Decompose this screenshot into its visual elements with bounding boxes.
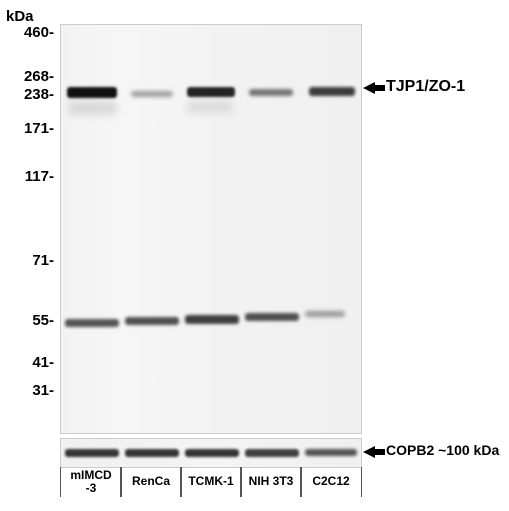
mw-label: 171- bbox=[10, 120, 54, 137]
band bbox=[65, 449, 119, 457]
lane-label: NIH 3T3 bbox=[240, 467, 302, 497]
band bbox=[245, 313, 299, 321]
kda-header: kDa bbox=[6, 8, 34, 25]
label-tjp1: TJP1/ZO-1 bbox=[386, 78, 465, 96]
arrow-tjp1 bbox=[363, 80, 385, 96]
band bbox=[305, 449, 357, 456]
band bbox=[69, 101, 117, 115]
lane-label: RenCa bbox=[120, 467, 182, 497]
arrow-copb2 bbox=[363, 444, 385, 460]
mw-label: 55- bbox=[10, 312, 54, 329]
band bbox=[185, 449, 239, 457]
main-blot bbox=[60, 24, 362, 434]
band bbox=[185, 315, 239, 324]
loading-blot bbox=[60, 438, 362, 468]
band bbox=[245, 449, 299, 457]
band bbox=[249, 89, 293, 96]
band bbox=[187, 101, 233, 113]
mw-label: 41- bbox=[10, 354, 54, 371]
lane-label: mIMCD-3 bbox=[60, 467, 122, 497]
mw-label: 460- bbox=[10, 24, 54, 41]
band bbox=[125, 449, 179, 457]
mw-label: 238- bbox=[10, 86, 54, 103]
label-copb2: COPB2 ~100 kDa bbox=[386, 442, 499, 458]
lane-label: C2C12 bbox=[300, 467, 362, 497]
lane-label: TCMK-1 bbox=[180, 467, 242, 497]
mw-label: 117- bbox=[10, 168, 54, 185]
mw-label: 31- bbox=[10, 382, 54, 399]
mw-label: 71- bbox=[10, 252, 54, 269]
band bbox=[125, 317, 179, 325]
band bbox=[67, 87, 117, 98]
figure-container: kDa 460- 268-238- 171- 117- 71- 55- 41- 31- TJP… bbox=[0, 0, 509, 511]
band bbox=[187, 87, 235, 97]
band bbox=[309, 87, 355, 96]
band bbox=[65, 319, 119, 327]
band bbox=[131, 91, 173, 97]
band bbox=[305, 311, 345, 317]
mw-label: 268- bbox=[10, 68, 54, 85]
